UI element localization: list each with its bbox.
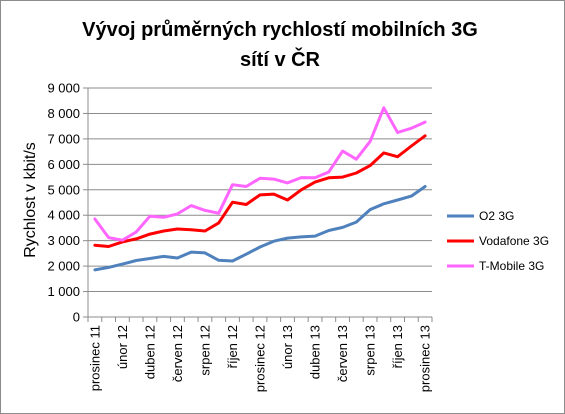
legend-label: Vodafone 3G <box>479 234 549 248</box>
x-tick-label: srpen 12 <box>197 325 212 376</box>
legend-label: T-Mobile 3G <box>479 259 544 273</box>
x-tick-label: červen 13 <box>335 325 350 382</box>
x-tick-label: prosinec 11 <box>87 325 102 391</box>
y-tick-label: 4 000 <box>47 208 80 223</box>
series-line-2 <box>93 134 427 248</box>
x-tick-label: prosinec 12 <box>253 325 268 392</box>
legend-label: O2 3G <box>479 209 514 223</box>
x-axis-ticks: prosinec 11 únor 12 duben 12 červen 12 srpen… <box>87 317 433 392</box>
x-tick-label: prosinec 13 <box>418 325 433 392</box>
gridlines <box>88 87 432 293</box>
legend: O2 3G Vodafone 3G T-Mobile 3G <box>447 209 549 273</box>
x-tick-label: únor 12 <box>115 325 130 369</box>
x-tick-label: duben 13 <box>308 325 323 379</box>
x-tick-label: říjen 13 <box>390 325 405 368</box>
axes <box>87 88 432 318</box>
x-tick-label: říjen 12 <box>225 325 240 368</box>
y-tick-label: 0 <box>73 310 80 325</box>
y-tick-label: 5 000 <box>47 182 80 197</box>
x-tick-label: duben 12 <box>142 325 157 379</box>
y-tick-label: 2 000 <box>47 259 80 274</box>
y-tick-label: 3 000 <box>47 233 80 248</box>
series-lines <box>93 106 427 272</box>
chart-title-line-1: Vývoj průměrných rychlostí mobilních 3G <box>82 19 478 41</box>
series-line-3 <box>93 106 427 242</box>
chart-title-line-2: sítí v ČR <box>240 47 321 71</box>
y-tick-label: 8 000 <box>47 106 80 121</box>
y-tick-label: 7 000 <box>47 131 80 146</box>
x-tick-label: únor 13 <box>280 325 295 369</box>
series-line-1 <box>93 185 427 272</box>
y-axis-label: Rychlost v kbit/s <box>22 142 39 258</box>
y-tick-label: 6 000 <box>47 157 80 172</box>
y-tick-label: 1 000 <box>47 284 80 299</box>
x-tick-label: červen 12 <box>170 325 185 382</box>
y-axis-ticks: 0 1 000 2 000 3 000 4 000 5 000 6 000 7 000 8 00… <box>47 81 88 325</box>
y-tick-label: 9 000 <box>47 81 80 96</box>
x-tick-label: srpen 13 <box>363 325 378 376</box>
